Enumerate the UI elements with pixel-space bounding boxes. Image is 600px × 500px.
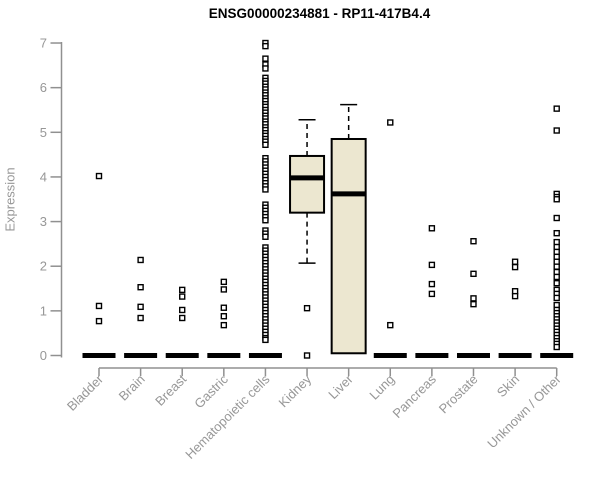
outlier-point <box>179 286 186 294</box>
outlier-point <box>511 292 519 300</box>
outlier-point <box>553 263 560 270</box>
outlier-point <box>262 336 269 344</box>
zero-median-bar <box>456 353 490 358</box>
x-axis-label: Gastric <box>191 371 231 411</box>
zero-median-bar <box>124 353 158 358</box>
x-axis-label: Breast <box>152 371 189 408</box>
outlier-point <box>262 141 269 148</box>
zero-median-bar <box>165 353 199 358</box>
outlier-point <box>262 65 269 72</box>
outlier-point <box>262 186 269 193</box>
zero-median-bar <box>498 353 532 358</box>
outlier-point <box>262 55 269 62</box>
outlier-point <box>511 263 519 271</box>
x-axis-label: Kidney <box>275 371 314 410</box>
outlier-point <box>470 300 477 308</box>
outlier-point <box>553 279 560 287</box>
outlier-point <box>220 304 228 311</box>
y-axis-tick-label: 7 <box>40 36 47 51</box>
outlier-point <box>553 273 560 281</box>
zero-median-bar <box>540 353 574 358</box>
outlier-point <box>428 280 436 288</box>
y-axis-tick-label: 1 <box>40 303 47 318</box>
outlier-point <box>387 119 394 126</box>
outlier-point <box>95 302 103 310</box>
outlier-point <box>137 256 144 264</box>
outlier-point <box>220 313 228 320</box>
outlier-point <box>511 258 519 265</box>
x-axis-label: Bladder <box>64 371 107 414</box>
y-axis-tick-label: 3 <box>40 214 47 229</box>
outlier-point <box>220 321 228 329</box>
y-axis-tick-label: 0 <box>40 348 47 363</box>
outlier-point <box>262 233 269 240</box>
outlier-point <box>428 261 436 269</box>
outlier-point <box>470 238 477 245</box>
outlier-point <box>303 352 311 359</box>
outlier-point <box>553 294 560 302</box>
outlier-point <box>179 293 186 300</box>
outlier-point <box>262 217 269 224</box>
outlier-point <box>220 286 228 293</box>
outlier-point <box>470 295 477 302</box>
box-kidney <box>289 154 326 214</box>
x-axis-label: Lung <box>366 372 397 403</box>
outlier-point <box>470 270 477 278</box>
outlier-point <box>95 317 103 325</box>
x-axis-label: Pancreas <box>390 371 440 421</box>
x-axis-label: Skin <box>494 372 522 400</box>
outlier-point <box>553 343 560 351</box>
outlier-point <box>553 127 560 134</box>
outlier-point <box>303 304 311 312</box>
outlier-point <box>220 278 228 286</box>
outlier-point <box>553 229 560 237</box>
outlier-point <box>553 196 560 203</box>
outlier-point <box>137 314 144 322</box>
y-axis-tick-label: 5 <box>40 125 47 140</box>
outlier-point <box>95 172 103 180</box>
outlier-point <box>553 105 560 112</box>
x-axis-label: Unknown / Other <box>484 371 564 451</box>
y-axis-tick-label: 2 <box>40 259 47 274</box>
x-axis-label: Prostate <box>436 372 481 417</box>
x-axis-label: Brain <box>116 372 148 404</box>
outlier-point <box>137 303 144 311</box>
y-axis-title: Expression <box>2 167 18 232</box>
outlier-point <box>553 214 560 222</box>
chart-title: ENSG00000234881 - RP11-417B4.4 <box>208 6 431 21</box>
zero-median-bar <box>82 353 116 358</box>
zero-median-bar <box>248 353 282 358</box>
outlier-point <box>428 225 436 232</box>
outlier-point <box>428 290 436 298</box>
outlier-point <box>387 321 394 329</box>
zero-median-bar <box>415 353 449 358</box>
y-axis-tick-label: 4 <box>40 169 47 184</box>
outlier-point <box>137 284 144 291</box>
outlier-point <box>179 314 186 322</box>
x-axis-label: Liver <box>325 371 356 402</box>
outlier-point <box>262 42 269 50</box>
y-axis-tick-label: 6 <box>40 80 47 95</box>
zero-median-bar <box>373 353 407 358</box>
outlier-point <box>179 306 186 314</box>
box-liver <box>330 137 367 355</box>
zero-median-bar <box>207 353 241 358</box>
